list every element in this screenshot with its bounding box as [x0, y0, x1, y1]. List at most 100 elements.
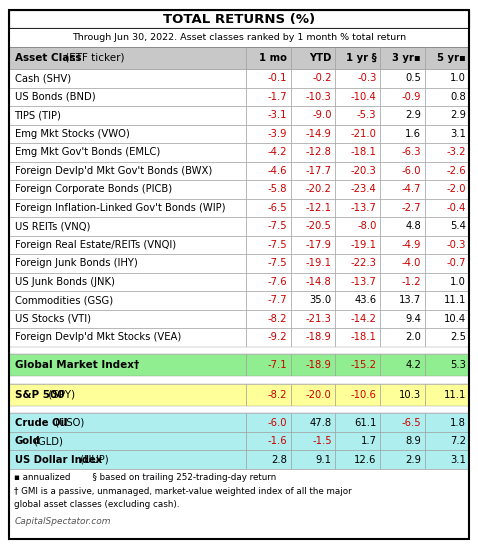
Text: -20.0: -20.0 [306, 390, 332, 400]
Text: 1 yr §: 1 yr § [346, 53, 377, 63]
Bar [380, 217, 424, 236]
Text: -10.3: -10.3 [306, 92, 332, 102]
Bar [9, 69, 246, 88]
Text: 12.6: 12.6 [354, 455, 377, 464]
Text: -22.3: -22.3 [350, 259, 377, 268]
Text: -15.2: -15.2 [350, 360, 377, 370]
Text: 0.8: 0.8 [450, 92, 466, 102]
Text: 5.4: 5.4 [450, 221, 466, 231]
Bar [291, 273, 335, 291]
Bar [9, 106, 246, 125]
Bar [424, 432, 469, 450]
Bar [380, 236, 424, 254]
Text: 1.7: 1.7 [360, 436, 377, 446]
Text: (UUP): (UUP) [77, 455, 109, 464]
Bar [9, 217, 246, 236]
Text: -7.5: -7.5 [267, 240, 287, 250]
Text: US Stocks (VTI): US Stocks (VTI) [14, 314, 90, 324]
Bar [424, 180, 469, 199]
Text: -8.2: -8.2 [268, 390, 287, 400]
Text: -23.4: -23.4 [351, 184, 377, 194]
Bar [335, 384, 380, 406]
Text: -4.0: -4.0 [402, 259, 421, 268]
Bar [291, 161, 335, 180]
Bar [9, 273, 246, 291]
Bar [246, 88, 291, 106]
Text: -8.2: -8.2 [268, 314, 287, 324]
Text: -9.0: -9.0 [312, 110, 332, 120]
Text: -7.5: -7.5 [267, 259, 287, 268]
Text: -4.2: -4.2 [268, 147, 287, 158]
Text: Commodities (GSG): Commodities (GSG) [14, 295, 113, 305]
Text: 2.9: 2.9 [450, 110, 466, 120]
Bar [9, 291, 246, 310]
Text: Foreign Devlp'd Mkt Stocks (VEA): Foreign Devlp'd Mkt Stocks (VEA) [14, 332, 181, 343]
Text: -12.8: -12.8 [306, 147, 332, 158]
Text: -14.9: -14.9 [306, 129, 332, 139]
Text: -1.6: -1.6 [267, 436, 287, 446]
Text: Gold: Gold [14, 436, 40, 446]
Bar [380, 254, 424, 273]
Bar [291, 413, 335, 432]
Text: 10.3: 10.3 [399, 390, 421, 400]
Bar [246, 47, 291, 69]
Bar [424, 106, 469, 125]
Bar [424, 143, 469, 161]
Bar [335, 310, 380, 328]
Text: 8.9: 8.9 [405, 436, 421, 446]
Text: global asset classes (excluding cash).: global asset classes (excluding cash). [14, 500, 180, 509]
Text: -17.9: -17.9 [306, 240, 332, 250]
Text: -13.7: -13.7 [350, 277, 377, 287]
Bar [424, 413, 469, 432]
Bar [335, 180, 380, 199]
Bar [380, 88, 424, 106]
Text: -21.3: -21.3 [306, 314, 332, 324]
Bar [335, 47, 380, 69]
Text: 5 yr▪: 5 yr▪ [437, 53, 466, 63]
Bar [291, 180, 335, 199]
Bar [9, 47, 469, 69]
Bar [335, 161, 380, 180]
Bar [9, 346, 469, 354]
Text: -6.0: -6.0 [268, 418, 287, 428]
Bar [335, 273, 380, 291]
Text: Foreign Inflation-Linked Gov't Bonds (WIP): Foreign Inflation-Linked Gov't Bonds (WI… [14, 203, 225, 213]
Text: Asset Class: Asset Class [14, 53, 81, 63]
Bar [9, 199, 246, 217]
Text: ▪ annualized        § based on trailing 252-trading-day return: ▪ annualized § based on trailing 252-tra… [14, 473, 277, 481]
Bar [424, 254, 469, 273]
Text: -6.5: -6.5 [267, 203, 287, 213]
Bar [380, 106, 424, 125]
Bar [9, 161, 246, 180]
Text: 11.1: 11.1 [444, 390, 466, 400]
Text: 2.8: 2.8 [271, 455, 287, 464]
Bar [9, 88, 246, 106]
Text: -18.1: -18.1 [350, 332, 377, 343]
Bar [246, 69, 291, 88]
Bar [291, 47, 335, 69]
Text: 5.3: 5.3 [450, 360, 466, 370]
Text: 9.1: 9.1 [316, 455, 332, 464]
Text: 3 yr▪: 3 yr▪ [392, 53, 421, 63]
Text: 1.0: 1.0 [450, 74, 466, 83]
Text: -2.0: -2.0 [446, 184, 466, 194]
Bar [9, 47, 246, 69]
Text: Foreign Devlp'd Mkt Gov't Bonds (BWX): Foreign Devlp'd Mkt Gov't Bonds (BWX) [14, 166, 212, 176]
Bar [380, 69, 424, 88]
Text: Global Market Index†: Global Market Index† [14, 360, 139, 370]
Text: 2.5: 2.5 [450, 332, 466, 343]
Text: -2.6: -2.6 [446, 166, 466, 176]
Text: 4.8: 4.8 [405, 221, 421, 231]
Text: -18.9: -18.9 [306, 360, 332, 370]
Text: YTD: YTD [309, 53, 332, 63]
Text: Through Jun 30, 2022. Asset classes ranked by 1 month % total return: Through Jun 30, 2022. Asset classes rank… [72, 33, 406, 42]
Text: -7.7: -7.7 [267, 295, 287, 305]
Text: -3.1: -3.1 [268, 110, 287, 120]
Bar [9, 413, 246, 432]
Bar [335, 450, 380, 469]
Bar [335, 106, 380, 125]
Text: Foreign Real Estate/REITs (VNQI): Foreign Real Estate/REITs (VNQI) [14, 240, 175, 250]
Bar [335, 413, 380, 432]
Bar [9, 29, 469, 47]
Bar [246, 291, 291, 310]
